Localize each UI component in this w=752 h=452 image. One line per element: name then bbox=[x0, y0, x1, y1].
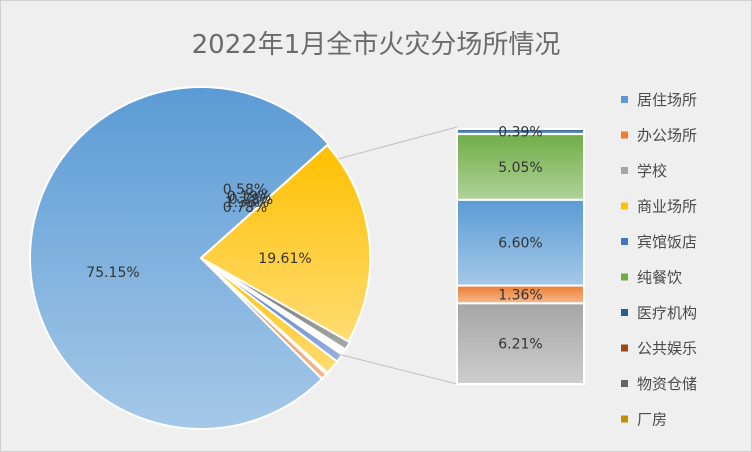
label-small-slice: 0.58% bbox=[223, 182, 267, 198]
legend-item: 物资仓储 bbox=[621, 375, 697, 393]
label-small-slice: 0.78% bbox=[223, 200, 267, 216]
bar-segment-warehouse bbox=[456, 302, 585, 385]
label-residential: 75.15% bbox=[86, 265, 139, 281]
legend-swatch bbox=[621, 344, 628, 352]
legend-swatch bbox=[621, 238, 628, 245]
bar-segment-hotel bbox=[456, 198, 585, 287]
legend-label: 公共娱乐 bbox=[637, 340, 697, 358]
legend-item: 纯餐饮 bbox=[621, 269, 682, 287]
bar-segment-medical bbox=[456, 128, 585, 136]
label-stacked-other: 19.61% bbox=[258, 251, 311, 267]
breakdown-bar-group: 6.21% 1.36% 6.60% 5.05% 0.39% bbox=[456, 125, 585, 385]
pie-group: 75.15% 19.61% 0.58%0.19%1.36%0.78%0.78% bbox=[29, 86, 458, 430]
legend-swatch bbox=[621, 167, 628, 174]
label-small-slice: 1.36% bbox=[225, 195, 269, 211]
legend-item: 学校 bbox=[621, 162, 667, 180]
connector-top bbox=[337, 126, 458, 160]
legend-swatch bbox=[621, 273, 628, 281]
slice-warehouse bbox=[200, 257, 352, 351]
legend-item: 医疗机构 bbox=[621, 304, 697, 322]
legend-swatch bbox=[621, 415, 628, 423]
legend-item: 居住场所 bbox=[621, 91, 697, 109]
bar-segment-catering-label: 5.05% bbox=[498, 160, 542, 176]
legend-item: 商业场所 bbox=[621, 198, 697, 216]
legend-swatch bbox=[621, 202, 628, 210]
label-small-slice: 0.78% bbox=[229, 192, 273, 208]
bar-segment-medical-label: 0.39% bbox=[498, 125, 542, 141]
legend-item: 厂房 bbox=[621, 411, 667, 429]
legend-item: 宾馆饭店 bbox=[621, 233, 697, 251]
legend-label: 宾馆饭店 bbox=[637, 233, 697, 251]
connector-bottom bbox=[337, 353, 458, 385]
label-small-slice: 0.19% bbox=[227, 189, 271, 205]
legend-swatch bbox=[621, 380, 628, 387]
legend-label: 物资仓储 bbox=[637, 375, 697, 393]
bar-segment-hotel-label: 6.60% bbox=[498, 236, 542, 252]
legend-swatch bbox=[621, 309, 628, 316]
chart-title: 2022年1月全市火灾分场所情况 bbox=[192, 30, 561, 60]
bar-segment-warehouse-label: 6.21% bbox=[498, 337, 542, 353]
legend-swatch bbox=[621, 96, 628, 103]
bar-segment-catering bbox=[456, 133, 585, 201]
legend-label: 医疗机构 bbox=[637, 304, 697, 322]
legend-label: 办公场所 bbox=[637, 127, 697, 145]
legend-label: 商业场所 bbox=[637, 198, 697, 216]
legend-label: 学校 bbox=[637, 162, 667, 180]
legend-label: 纯餐饮 bbox=[637, 269, 682, 287]
legend-label: 厂房 bbox=[637, 411, 667, 429]
legend-swatch bbox=[621, 131, 628, 139]
legend-item: 公共娱乐 bbox=[621, 340, 697, 358]
bar-segment-office-label: 1.36% bbox=[498, 287, 542, 303]
legend-item: 办公场所 bbox=[621, 127, 697, 145]
legend-label: 居住场所 bbox=[637, 91, 697, 109]
slice-stacked-other bbox=[199, 143, 372, 343]
slice-residential bbox=[29, 86, 330, 430]
